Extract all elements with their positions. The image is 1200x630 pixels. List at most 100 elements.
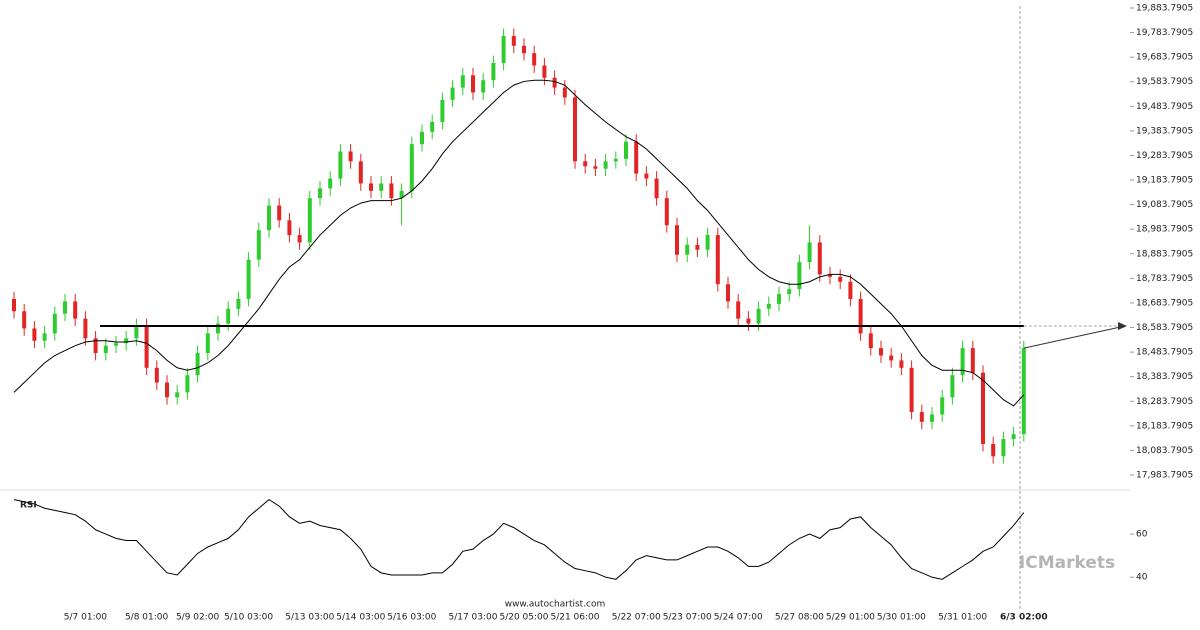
candle-body <box>838 276 843 282</box>
candle-body <box>624 141 628 159</box>
candle-body <box>93 338 98 354</box>
y-tick-label: 18,683.7905 <box>1136 298 1193 308</box>
y-tick-label: 18,783.7905 <box>1136 274 1193 284</box>
candle-body <box>195 353 200 376</box>
y-tick-label: 18,183.7905 <box>1136 421 1193 431</box>
candle-body <box>970 348 975 373</box>
moving-average <box>13 79 1025 407</box>
candle-body <box>114 343 118 346</box>
y-tick-label: 19,783.7905 <box>1136 28 1193 38</box>
rsi-line <box>13 498 1025 580</box>
y-tick-label: 19,183.7905 <box>1136 176 1193 186</box>
watermark: www.autochartist.com <box>505 600 606 610</box>
candle-body <box>573 97 577 162</box>
candle-body <box>644 173 649 179</box>
candle-body <box>22 311 27 329</box>
candle-body <box>634 141 639 174</box>
candle-body <box>654 178 659 199</box>
candle-body <box>389 183 394 199</box>
y-tick-label: 40 <box>1136 573 1148 583</box>
y-tick-label: 18,383.7905 <box>1136 372 1193 382</box>
x-tick-label: 5/29 01:00 <box>826 613 875 623</box>
candle-body <box>103 345 108 354</box>
candle-body <box>868 333 873 349</box>
candle-body <box>1011 434 1016 440</box>
candle-body <box>613 158 618 162</box>
candle-body <box>246 259 251 299</box>
x-tick-label: 5/16 03:00 <box>387 613 436 623</box>
candle-body <box>593 166 598 169</box>
candle-body <box>83 318 88 339</box>
candle-body <box>450 87 455 100</box>
candle-body <box>440 99 445 122</box>
candle-body <box>12 298 16 312</box>
brand-logo: ICMarkets <box>1019 553 1115 573</box>
candle-body <box>603 161 608 169</box>
x-tick-label: 5/23 07:00 <box>663 613 712 623</box>
x-tick-label: 5/17 03:00 <box>448 613 497 623</box>
candle-body <box>685 244 690 255</box>
y-tick-label: 18,283.7905 <box>1136 397 1193 407</box>
y-tick-label: 60 <box>1136 530 1148 540</box>
x-tick-label: 5/21 06:00 <box>550 613 599 623</box>
x-tick-label: 5/31 01:00 <box>938 613 987 623</box>
y-tick-label: 19,083.7905 <box>1136 200 1193 210</box>
candle-body <box>522 45 526 54</box>
candle-body <box>930 414 934 422</box>
x-tick-label: 6/3 02:00 <box>1000 613 1048 623</box>
candle-body <box>73 301 78 319</box>
candle-body <box>481 80 486 93</box>
candle-body <box>807 242 812 263</box>
candle-body <box>940 397 945 415</box>
candle-body <box>134 326 139 339</box>
y-tick-label: 19,583.7905 <box>1136 77 1193 87</box>
candle-body <box>369 183 373 191</box>
candle-body <box>348 151 353 162</box>
candle-body <box>542 65 547 78</box>
arrow-head <box>1118 322 1127 331</box>
candle-body <box>226 308 231 324</box>
candle-body <box>787 289 792 295</box>
candle-body <box>185 375 190 393</box>
candle-body <box>777 294 781 304</box>
candle-body <box>236 298 241 309</box>
x-tick-label: 5/27 08:00 <box>775 613 824 623</box>
y-tick-label: 18,483.7905 <box>1136 348 1193 358</box>
candle-body <box>297 235 302 243</box>
candle-body <box>165 382 169 398</box>
candle-body <box>552 77 557 88</box>
candle-body <box>848 281 853 299</box>
candle-body <box>52 313 57 334</box>
candle-body <box>1021 348 1026 435</box>
candle-body <box>675 225 679 255</box>
x-tick-label: 5/13 03:00 <box>285 613 334 623</box>
candle-body <box>828 274 832 277</box>
candle-body <box>267 205 271 231</box>
candle-body <box>420 131 424 145</box>
candle-body <box>919 412 924 422</box>
candle-body <box>756 308 761 324</box>
y-tick-label: 18,983.7905 <box>1136 225 1193 235</box>
candle-body <box>175 392 180 398</box>
candle-body <box>695 244 700 250</box>
candle-body <box>307 198 312 243</box>
candle-body <box>909 367 914 413</box>
y-tick-label: 19,883.7905 <box>1136 4 1193 14</box>
candle-body <box>889 355 894 361</box>
candle-body <box>256 230 261 260</box>
y-tick-label: 18,083.7905 <box>1136 446 1193 456</box>
candle-body <box>715 235 720 285</box>
x-tick-label: 5/7 01:00 <box>64 613 108 623</box>
y-tick-label: 19,383.7905 <box>1136 126 1193 136</box>
x-tick-label: 5/22 07:00 <box>612 613 661 623</box>
candle-body <box>430 121 435 132</box>
candle-body <box>1001 439 1006 457</box>
candle-body <box>124 338 129 344</box>
candle-body <box>358 161 363 184</box>
candle-body <box>205 333 210 354</box>
x-tick-label: 5/20 05:00 <box>499 613 548 623</box>
x-tick-label: 5/9 02:00 <box>176 613 220 623</box>
x-tick-label: 5/30 01:00 <box>877 613 926 623</box>
candle-body <box>981 372 985 444</box>
